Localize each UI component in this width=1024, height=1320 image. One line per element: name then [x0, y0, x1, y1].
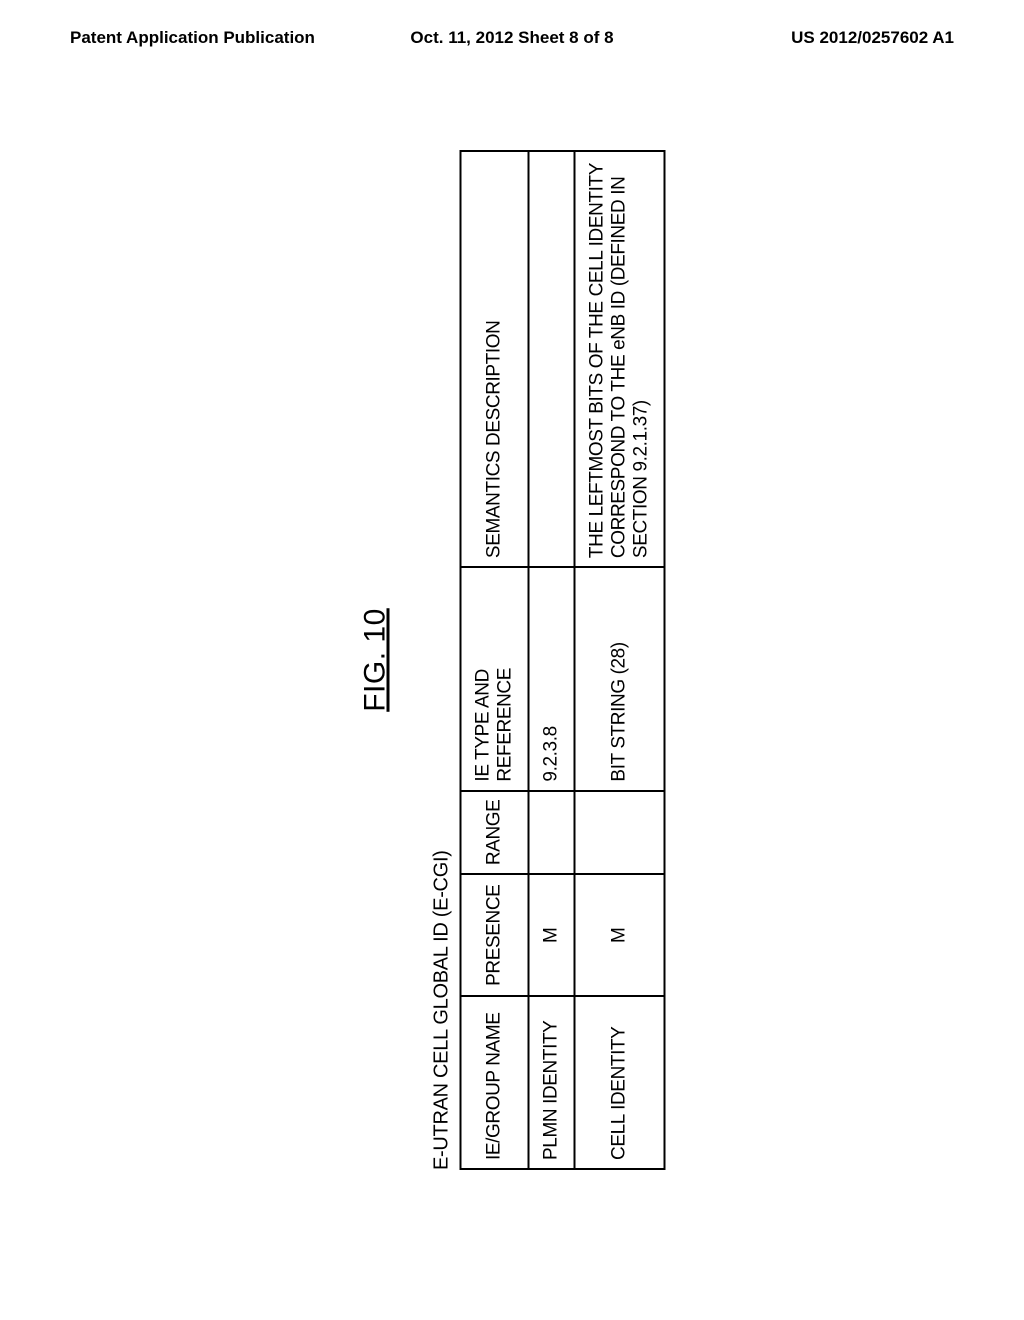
- cell-name: PLMN IDENTITY: [529, 996, 575, 1169]
- table-title: E-UTRAN CELL GLOBAL ID (E-CGI): [431, 150, 454, 1170]
- page-header: Patent Application Publication Oct. 11, …: [0, 0, 1024, 48]
- col-header-type: IE TYPE AND REFERENCE: [461, 567, 529, 790]
- cell-type: 9.2.3.8: [529, 567, 575, 790]
- figure-label: FIG. 10: [359, 150, 393, 1170]
- cell-semantics: [529, 151, 575, 567]
- col-header-range: RANGE: [461, 791, 529, 875]
- figure-content: FIG. 10 E-UTRAN CELL GLOBAL ID (E-CGI) I…: [359, 150, 666, 1170]
- cell-presence: M: [529, 874, 575, 996]
- table-header-row: IE/GROUP NAME PRESENCE RANGE IE TYPE AND…: [461, 151, 529, 1169]
- cell-range: [575, 791, 665, 875]
- header-center-text: Oct. 11, 2012 Sheet 8 of 8: [365, 28, 660, 48]
- col-header-name: IE/GROUP NAME: [461, 996, 529, 1169]
- cell-name: CELL IDENTITY: [575, 996, 665, 1169]
- table-row: PLMN IDENTITY M 9.2.3.8: [529, 151, 575, 1169]
- header-right-text: US 2012/0257602 A1: [659, 28, 954, 48]
- col-header-semantics: SEMANTICS DESCRIPTION: [461, 151, 529, 567]
- cell-range: [529, 791, 575, 875]
- cell-semantics: THE LEFTMOST BITS OF THE CELL IDENTITY C…: [575, 151, 665, 567]
- header-left-text: Patent Application Publication: [70, 28, 365, 48]
- cell-type: BIT STRING (28): [575, 567, 665, 790]
- col-header-presence: PRESENCE: [461, 874, 529, 996]
- ecgi-table: IE/GROUP NAME PRESENCE RANGE IE TYPE AND…: [460, 150, 666, 1170]
- cell-presence: M: [575, 874, 665, 996]
- table-row: CELL IDENTITY M BIT STRING (28) THE LEFT…: [575, 151, 665, 1169]
